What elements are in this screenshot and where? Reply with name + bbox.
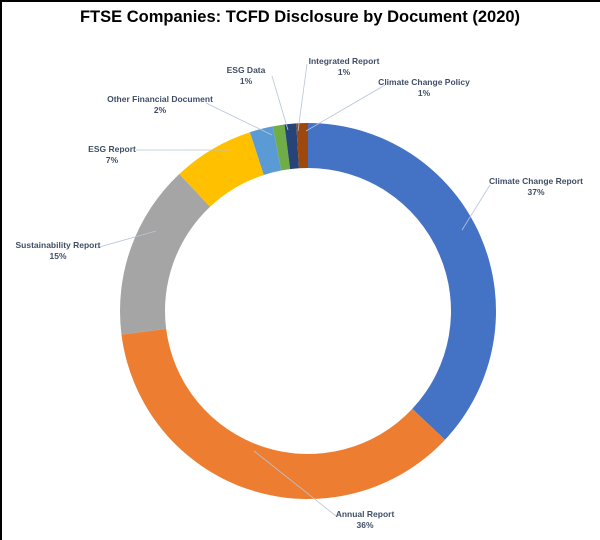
leader-line-climate-change-report <box>461 184 491 231</box>
donut-slice-esg-report <box>179 132 264 207</box>
label-name: Integrated Report <box>308 56 380 66</box>
leader-line-integrated-report <box>297 63 308 132</box>
donut-slice-other-financial-document <box>249 126 282 175</box>
data-label-esg-report: ESG Report 7% <box>88 144 136 166</box>
label-percent: 2% <box>153 105 167 115</box>
label-percent: 15% <box>49 251 67 261</box>
label-percent: 1% <box>417 88 431 98</box>
data-label-climate-change-policy: Climate Change Policy 1% <box>378 77 470 99</box>
label-name: Climate Change Policy <box>378 77 470 87</box>
label-name: Annual Report <box>335 509 395 519</box>
donut-slice-climate-change-report <box>308 123 496 440</box>
label-name: Other Financial Document <box>107 94 213 104</box>
donut-slice-esg-data <box>272 124 291 171</box>
label-percent: 7% <box>105 155 119 165</box>
donut-slice-climate-change-policy <box>296 123 308 169</box>
label-percent: 1% <box>337 67 351 77</box>
label-percent: 36% <box>356 520 374 530</box>
label-name: Sustainability Report <box>15 240 101 250</box>
label-name: ESG Data <box>226 65 266 75</box>
leader-line-annual-report <box>253 450 337 517</box>
leader-line-climate-change-policy <box>305 84 386 132</box>
label-percent: 1% <box>239 76 253 86</box>
label-name: Climate Change Report <box>489 176 583 186</box>
donut-slice-integrated-report <box>284 123 300 170</box>
data-label-sustainability-report: Sustainability Report 15% <box>15 240 100 262</box>
data-label-annual-report: Annual Report 36% <box>336 509 395 531</box>
donut-slice-sustainability-report <box>119 173 211 335</box>
chart-title: FTSE Companies: TCFD Disclosure by Docum… <box>79 8 521 26</box>
label-percent: 37% <box>527 187 545 197</box>
leader-line-other-financial-document <box>205 102 273 136</box>
data-label-integrated-report: Integrated Report 1% <box>309 56 380 78</box>
data-label-other-financial-document: Other Financial Document 2% <box>107 94 213 116</box>
leader-line-esg-data <box>271 75 289 131</box>
leader-line-sustainability-report <box>95 230 157 249</box>
label-name: ESG Report <box>88 144 136 154</box>
donut-slice-annual-report <box>121 328 446 499</box>
data-label-esg-data: ESG Data 1% <box>227 65 266 87</box>
data-label-climate-change-report: Climate Change Report 37% <box>489 176 583 198</box>
